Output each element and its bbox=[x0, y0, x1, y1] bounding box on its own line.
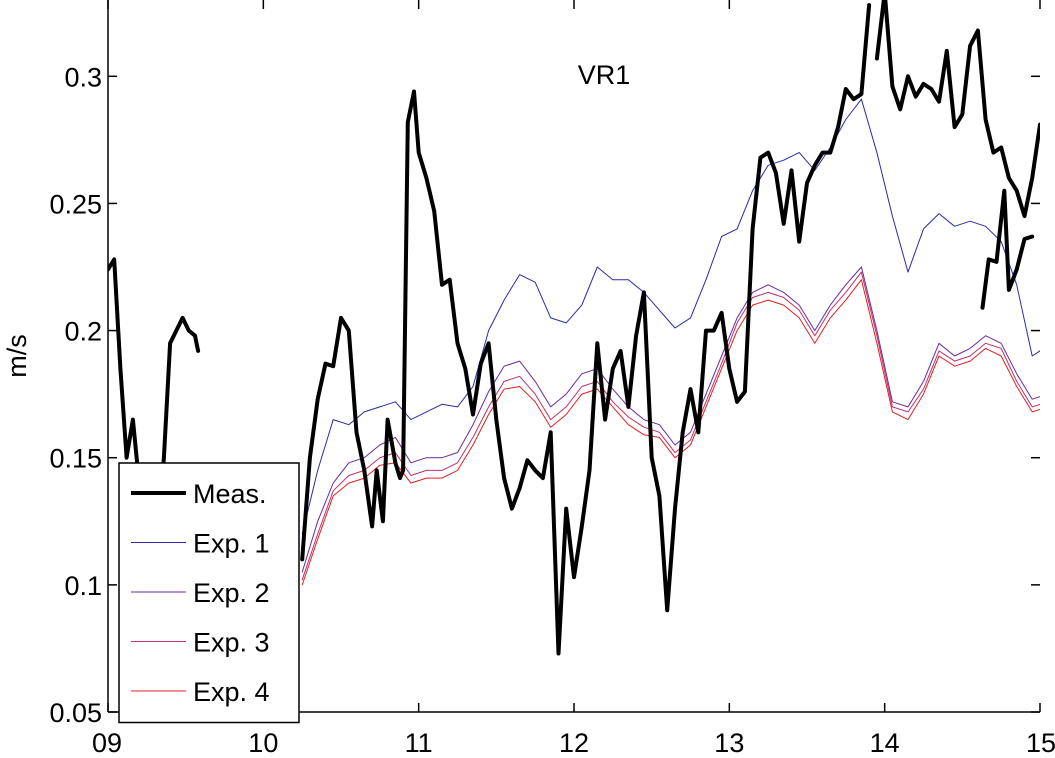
series-line bbox=[301, 266, 1040, 573]
y-tick-label: 0.3 bbox=[64, 62, 102, 92]
series-line bbox=[301, 271, 1040, 581]
y-tick-label: 0.2 bbox=[64, 317, 102, 347]
series-line bbox=[301, 98, 1040, 535]
y-axis-label: m/s bbox=[2, 334, 32, 378]
y-tick-label: 0.25 bbox=[49, 189, 102, 219]
legend-item: Exp. 3 bbox=[131, 628, 270, 658]
x-tick-label: 12 bbox=[559, 728, 589, 758]
legend: Meas. Exp. 1 Exp. 2 Exp. 3 Exp. 4 bbox=[118, 462, 300, 724]
series-1 bbox=[108, 0, 1040, 656]
y-tick-label: 0.15 bbox=[49, 444, 102, 474]
legend-item: Exp. 2 bbox=[131, 578, 270, 608]
x-tick-label: 15 bbox=[1026, 728, 1055, 758]
series-layer bbox=[108, 0, 1040, 656]
legend-label: Exp. 3 bbox=[193, 628, 270, 658]
x-tick-label: 09 bbox=[92, 728, 122, 758]
series-line bbox=[980, 188, 1035, 310]
legend-label: Exp. 2 bbox=[193, 578, 270, 608]
series-5 bbox=[301, 279, 1040, 586]
legend-box bbox=[118, 462, 300, 724]
x-tick-label: 13 bbox=[714, 728, 744, 758]
legend-label: Exp. 1 bbox=[193, 529, 270, 559]
legend-item: Exp. 4 bbox=[131, 677, 270, 707]
legend-item: Meas. bbox=[131, 479, 267, 509]
chart-title: VR1 bbox=[578, 60, 631, 90]
x-tick-label: 11 bbox=[405, 728, 433, 758]
ticks: 09 10 11 12 13 14 15 0.05 0.1 0.15 0.2 0.25 0.3 bbox=[49, 0, 1055, 758]
legend-label: Meas. bbox=[193, 479, 267, 509]
legend-item: Exp. 1 bbox=[131, 529, 270, 559]
series-2 bbox=[301, 98, 1040, 535]
series-line bbox=[300, 3, 872, 656]
legend-label: Exp. 4 bbox=[193, 677, 270, 707]
series-4 bbox=[301, 271, 1040, 581]
y-tick-label: 0.05 bbox=[49, 698, 102, 728]
series-line bbox=[874, 0, 1040, 219]
series-line bbox=[301, 279, 1040, 586]
series-3 bbox=[301, 266, 1040, 573]
x-tick-label: 14 bbox=[870, 728, 900, 758]
y-tick-label: 0.1 bbox=[64, 571, 102, 601]
x-tick-label: 10 bbox=[248, 728, 278, 758]
